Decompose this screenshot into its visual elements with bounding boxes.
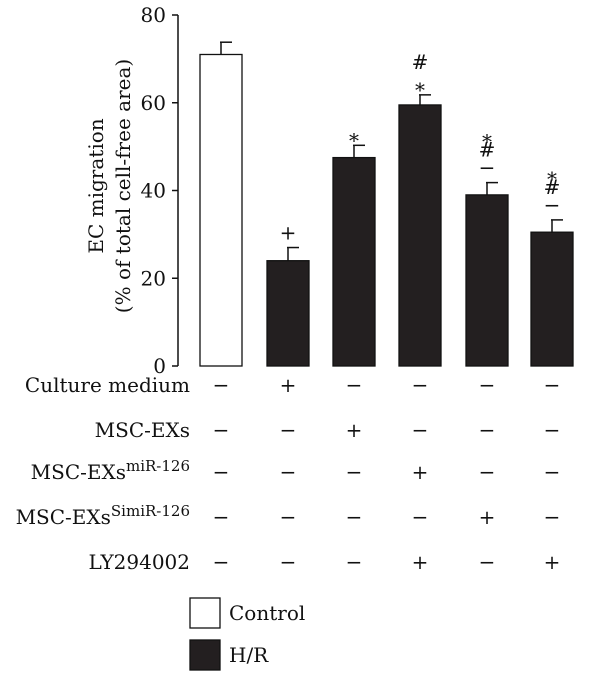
significance-mark: # xyxy=(412,50,429,74)
bar xyxy=(199,53,243,367)
condition-mark: − xyxy=(412,373,429,397)
condition-mark: − xyxy=(213,550,230,574)
y-tick-label: 0 xyxy=(153,354,166,378)
condition-mark: − xyxy=(280,505,297,529)
legend-swatch xyxy=(189,639,221,671)
bars-group xyxy=(199,41,574,367)
significance-mark: + xyxy=(280,221,297,245)
legend-label: Control xyxy=(229,601,305,625)
condition-mark: − xyxy=(346,373,363,397)
legend: Control H/R xyxy=(189,597,305,671)
significance-mark: * xyxy=(482,130,492,154)
condition-mark: − xyxy=(544,373,561,397)
significance-mark: * xyxy=(349,128,359,152)
condition-mark: + xyxy=(280,373,297,397)
condition-mark: + xyxy=(412,550,429,574)
y-axis-label: EC migration (% of total cell-free area) xyxy=(84,59,135,313)
condition-label: Culture medium xyxy=(25,373,190,397)
bar xyxy=(266,260,310,367)
condition-mark: − xyxy=(280,550,297,574)
condition-mark: − xyxy=(213,418,230,442)
condition-label: MSC-EXsmiR-126 xyxy=(31,457,190,484)
condition-label: LY294002 xyxy=(88,550,190,574)
bar xyxy=(465,194,509,367)
condition-mark: − xyxy=(346,505,363,529)
bar xyxy=(398,104,442,367)
significance-mark: * xyxy=(547,167,557,191)
condition-mark: − xyxy=(280,418,297,442)
condition-mark: − xyxy=(544,460,561,484)
y-tick-label: 80 xyxy=(141,3,166,27)
condition-mark: − xyxy=(544,418,561,442)
condition-mark: − xyxy=(479,418,496,442)
y-tick-label: 20 xyxy=(141,266,166,290)
condition-mark: − xyxy=(213,460,230,484)
condition-mark: − xyxy=(479,460,496,484)
condition-mark: − xyxy=(412,505,429,529)
condition-mark: − xyxy=(346,460,363,484)
significance-annotations: +**#−#*−#* xyxy=(280,50,561,245)
significance-mark: * xyxy=(415,78,425,102)
legend-label: H/R xyxy=(229,643,269,667)
condition-mark: − xyxy=(280,460,297,484)
condition-mark: + xyxy=(544,550,561,574)
condition-mark: − xyxy=(213,373,230,397)
condition-mark: + xyxy=(479,505,496,529)
y-axis-label-line2: (% of total cell-free area) xyxy=(111,59,135,313)
condition-mark: + xyxy=(412,460,429,484)
y-tick-label: 60 xyxy=(141,91,166,115)
condition-mark: − xyxy=(346,550,363,574)
condition-mark: − xyxy=(213,505,230,529)
condition-mark: − xyxy=(544,505,561,529)
significance-mark: − xyxy=(479,156,496,180)
condition-mark: + xyxy=(346,418,363,442)
condition-label: MSC-EXs xyxy=(95,418,190,442)
significance-mark: # xyxy=(544,175,561,199)
condition-mark: − xyxy=(479,373,496,397)
y-axis: 0 20 40 60 80 xyxy=(141,3,179,378)
significance-mark: − xyxy=(544,193,561,217)
y-axis-label-line1: EC migration xyxy=(84,118,108,253)
significance-mark: # xyxy=(479,138,496,162)
condition-mark: − xyxy=(412,418,429,442)
condition-mark: − xyxy=(479,550,496,574)
bar xyxy=(530,231,574,367)
y-tick-label: 40 xyxy=(141,179,166,203)
condition-label: MSC-EXsSimiR-126 xyxy=(16,502,190,529)
bar xyxy=(332,156,376,367)
condition-table: Culture medium − + − − − −MSC-EXs − − + − − −MSC-EXs… xyxy=(16,373,561,574)
legend-swatch xyxy=(189,597,221,629)
